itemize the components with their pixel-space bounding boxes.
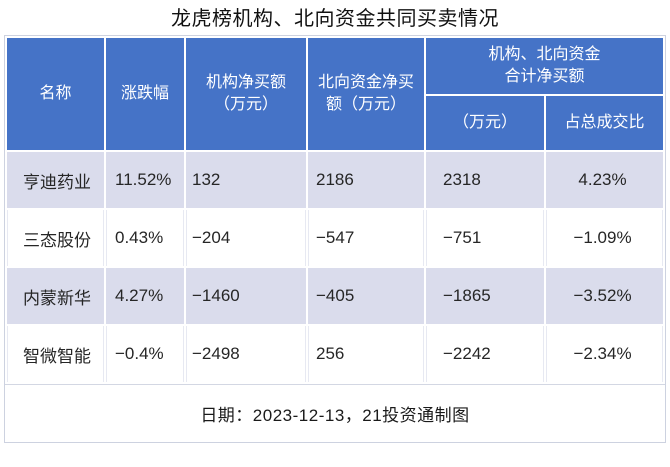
col-header-change: 涨跌幅: [106, 38, 184, 150]
cell-northbound-net: 256: [308, 326, 424, 382]
cell-stock-name: 内蒙新华: [7, 268, 104, 324]
table-row: 三态股份 0.43% −204 −547 −751 −1.09%: [7, 210, 664, 266]
cell-institution-net: −2498: [186, 326, 306, 382]
col-header-institution-line2: （万元）: [213, 96, 278, 113]
cell-northbound-net: −547: [308, 210, 424, 266]
table-row: 智微智能 −0.4% −2498 256 −2242 −2.34%: [7, 326, 664, 382]
cell-combined-net: −751: [426, 210, 544, 266]
col-header-northbound-line2: 额（万元）: [325, 96, 406, 113]
cell-institution-net: −1460: [186, 268, 306, 324]
cell-turnover-ratio: −2.34%: [546, 326, 664, 382]
footer-note-text: 日期：2023-12-13，21投资通制图: [200, 406, 470, 425]
data-table: 名称 涨跌幅 机构净买额 （万元） 北向资金净买 额（万元） 机构、北向资金 合…: [5, 36, 666, 384]
col-header-combined-wan: （万元）: [426, 96, 544, 150]
cell-stock-name: 三态股份: [7, 210, 104, 266]
col-header-combined-net-buy: 机构、北向资金 合计净买额: [426, 38, 664, 94]
table-row: 内蒙新华 4.27% −1460 −405 −1865 −3.52%: [7, 268, 664, 324]
col-header-combined-line1: 机构、北向资金: [488, 46, 601, 63]
col-header-name: 名称: [7, 38, 104, 150]
cell-change-pct: 0.43%: [106, 210, 184, 266]
cell-combined-net: −1865: [426, 268, 544, 324]
col-header-combined-ratio: 占总成交比: [546, 96, 664, 150]
cell-change-pct: 11.52%: [106, 152, 184, 208]
cell-combined-net: −2242: [426, 326, 544, 382]
cell-northbound-net: −405: [308, 268, 424, 324]
cell-institution-net: −204: [186, 210, 306, 266]
cell-change-pct: −0.4%: [106, 326, 184, 382]
page-title: 龙虎榜机构、北向资金共同买卖情况: [171, 8, 499, 30]
cell-institution-net: 132: [186, 152, 306, 208]
cell-turnover-ratio: 4.23%: [546, 152, 664, 208]
cell-turnover-ratio: −1.09%: [546, 210, 664, 266]
table-container: 名称 涨跌幅 机构净买额 （万元） 北向资金净买 额（万元） 机构、北向资金 合…: [4, 35, 666, 443]
cell-stock-name: 亨迪药业: [7, 152, 104, 208]
col-header-northbound-net-buy: 北向资金净买 额（万元）: [308, 38, 424, 150]
cell-northbound-net: 2186: [308, 152, 424, 208]
cell-stock-name: 智微智能: [7, 326, 104, 382]
table-row: 亨迪药业 11.52% 132 2186 2318 4.23%: [7, 152, 664, 208]
cell-change-pct: 4.27%: [106, 268, 184, 324]
col-header-institution-line1: 机构净买额: [205, 74, 286, 91]
col-header-northbound-line1: 北向资金净买: [317, 74, 414, 91]
col-header-institution-net-buy: 机构净买额 （万元）: [186, 38, 306, 150]
col-header-combined-line2: 合计净买额: [504, 68, 585, 85]
cell-turnover-ratio: −3.52%: [546, 268, 664, 324]
cell-combined-net: 2318: [426, 152, 544, 208]
footer-note: 日期：2023-12-13，21投资通制图: [5, 384, 665, 442]
